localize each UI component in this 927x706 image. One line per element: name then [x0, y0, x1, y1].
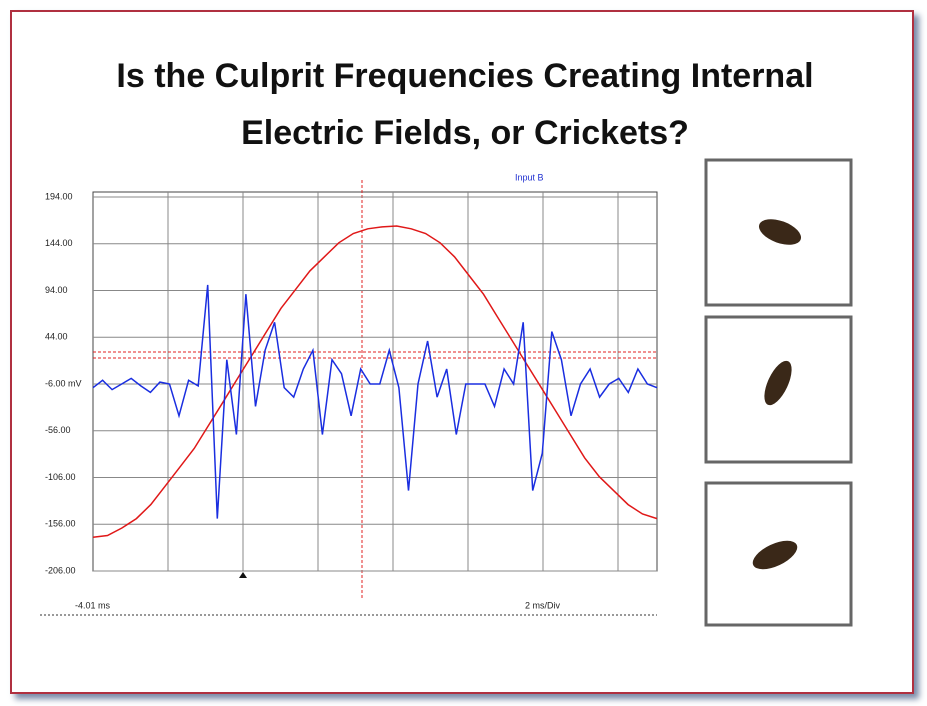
y-tick-label: -6.00 mV	[45, 378, 82, 388]
y-tick-label: 144.00	[45, 238, 73, 248]
y-tick-label: -56.00	[45, 425, 71, 435]
marker	[239, 572, 247, 578]
trace	[92, 284, 658, 519]
slide-title: Is the Culprit Frequencies Creating Inte…	[116, 57, 814, 152]
y-tick-label: -156.00	[45, 519, 76, 529]
channel-label: Input B	[515, 172, 544, 182]
y-tick-label: 94.00	[45, 285, 68, 295]
y-tick-label: 44.00	[45, 332, 68, 342]
x-scale-label: 2 ms/Div	[525, 600, 561, 610]
time-grid	[167, 192, 619, 571]
cricket-photos	[704, 158, 853, 627]
trace	[92, 225, 658, 539]
x-start-label: -4.01 ms	[75, 600, 111, 610]
y-tick-label: 194.00	[45, 191, 73, 201]
y-tick-label: -106.00	[45, 472, 76, 482]
plot-area	[92, 191, 658, 572]
y-tick-label: -206.00	[45, 565, 76, 575]
